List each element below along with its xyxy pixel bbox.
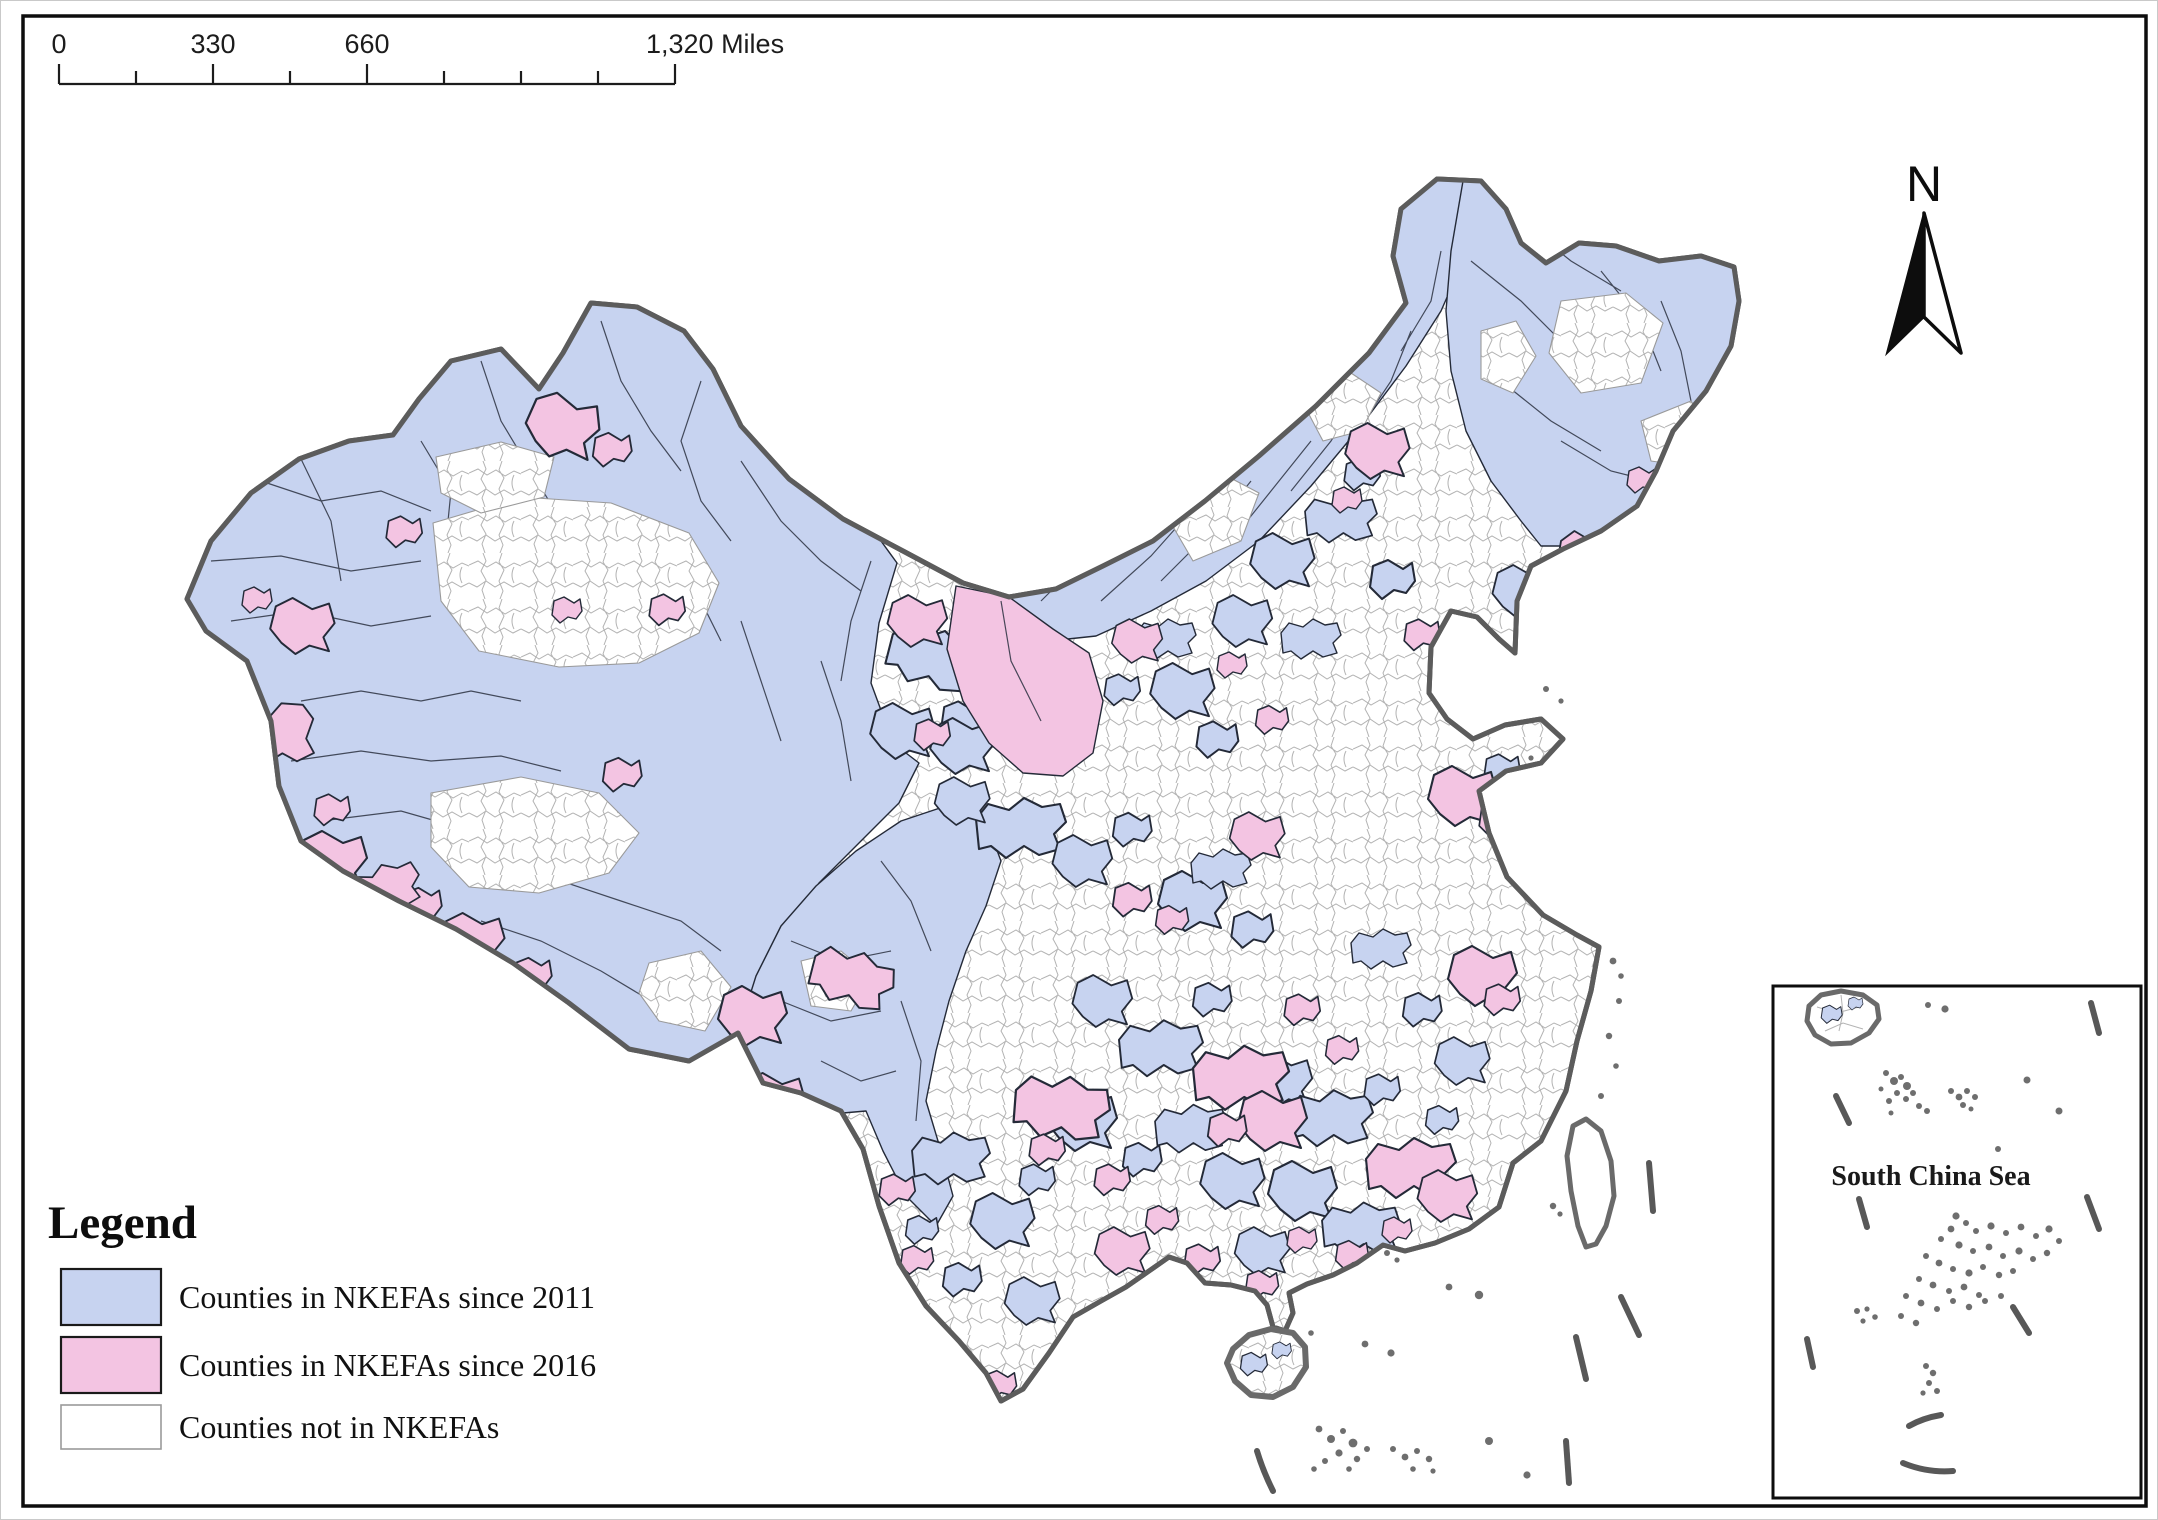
legend: Legend Counties in NKEFAs since 2011 Cou…: [48, 1197, 596, 1450]
scale-tick-0: 0: [51, 29, 66, 59]
hainan-island: [1224, 1326, 1309, 1400]
north-arrow-right-half: [1922, 211, 1963, 355]
legend-label-none: Counties not in NKEFAs: [179, 1409, 499, 1445]
legend-label-2011: Counties in NKEFAs since 2011: [179, 1279, 595, 1315]
north-arrow-left-half: [1885, 212, 1925, 357]
inset-nine-dash-line: [1804, 1000, 2102, 1475]
map-frame: [21, 14, 2148, 1508]
legend-label-2016: Counties in NKEFAs since 2016: [179, 1347, 596, 1383]
north-arrow: N: [1885, 156, 1963, 357]
inset-hainan: [1804, 988, 1882, 1047]
nine-dash-line-segments: [1254, 1160, 1656, 1494]
south-sea-island-clusters: [1311, 1425, 1436, 1474]
south-china-sea-inset: South China Sea: [1771, 984, 2143, 1500]
taiwan-island: [1564, 1116, 1617, 1250]
china-mainland: [187, 179, 1739, 1401]
coastal-islands: [1308, 686, 1624, 1479]
legend-item-2011: Counties in NKEFAs since 2011: [59, 1267, 595, 1327]
north-letter: N: [1906, 156, 1942, 212]
legend-swatch-2011: [59, 1267, 163, 1327]
nkefa-2011-regions: [187, 179, 1739, 1227]
legend-title: Legend: [48, 1197, 197, 1249]
nkefa-2016-regions: [241, 387, 1658, 1400]
scale-bar: 0 330 660 1,320 Miles: [51, 29, 784, 86]
scale-tick-660: 660: [344, 29, 389, 59]
inset-frame: [1771, 984, 2143, 1500]
inset-islands: [1854, 1002, 2063, 1396]
legend-item-none: Counties not in NKEFAs: [60, 1404, 499, 1450]
legend-item-2016: Counties in NKEFAs since 2016: [59, 1335, 596, 1395]
legend-swatch-2016: [59, 1335, 163, 1395]
scale-end-label: 1,320 Miles: [646, 29, 784, 59]
legend-swatch-none: [60, 1404, 162, 1450]
scale-tick-330: 330: [190, 29, 235, 59]
inset-title: South China Sea: [1831, 1161, 2030, 1192]
